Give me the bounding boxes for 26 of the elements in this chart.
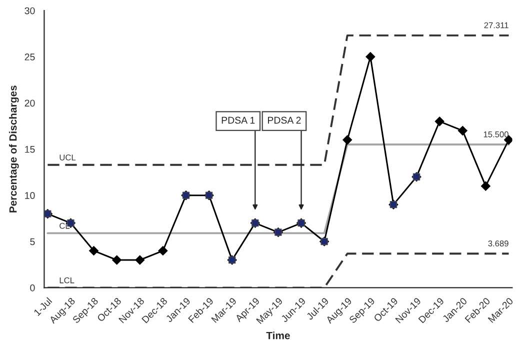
annotation: PDSA 1 bbox=[222, 116, 255, 124]
point bbox=[434, 116, 444, 126]
point bbox=[158, 246, 168, 256]
y-tick-label: 5 bbox=[30, 238, 35, 246]
point bbox=[112, 255, 122, 265]
y-axis-title: Percentage of Discharges bbox=[9, 86, 19, 212]
point bbox=[89, 246, 98, 256]
annotation: 15.500 bbox=[484, 131, 508, 138]
point bbox=[481, 181, 490, 191]
annotation: 3.689 bbox=[488, 240, 508, 246]
series-label: CL bbox=[60, 222, 70, 229]
point bbox=[366, 52, 376, 62]
y-tick-label: 20 bbox=[24, 100, 35, 107]
point bbox=[342, 135, 352, 145]
y-tick-label: 25 bbox=[24, 54, 35, 60]
series-label: LCL bbox=[60, 277, 74, 284]
annotation: PDSA 2 bbox=[268, 116, 301, 124]
x-axis-title: Time bbox=[266, 332, 290, 340]
y-tick-label: 10 bbox=[25, 192, 35, 199]
point bbox=[458, 126, 468, 136]
annotation: 27.311 bbox=[484, 22, 508, 28]
series-label: UCL bbox=[60, 154, 76, 160]
y-tick-label: 15 bbox=[25, 146, 35, 153]
point bbox=[135, 255, 144, 265]
y-tick-label: 0 bbox=[30, 284, 35, 292]
y-tick-label: 30 bbox=[24, 7, 35, 14]
